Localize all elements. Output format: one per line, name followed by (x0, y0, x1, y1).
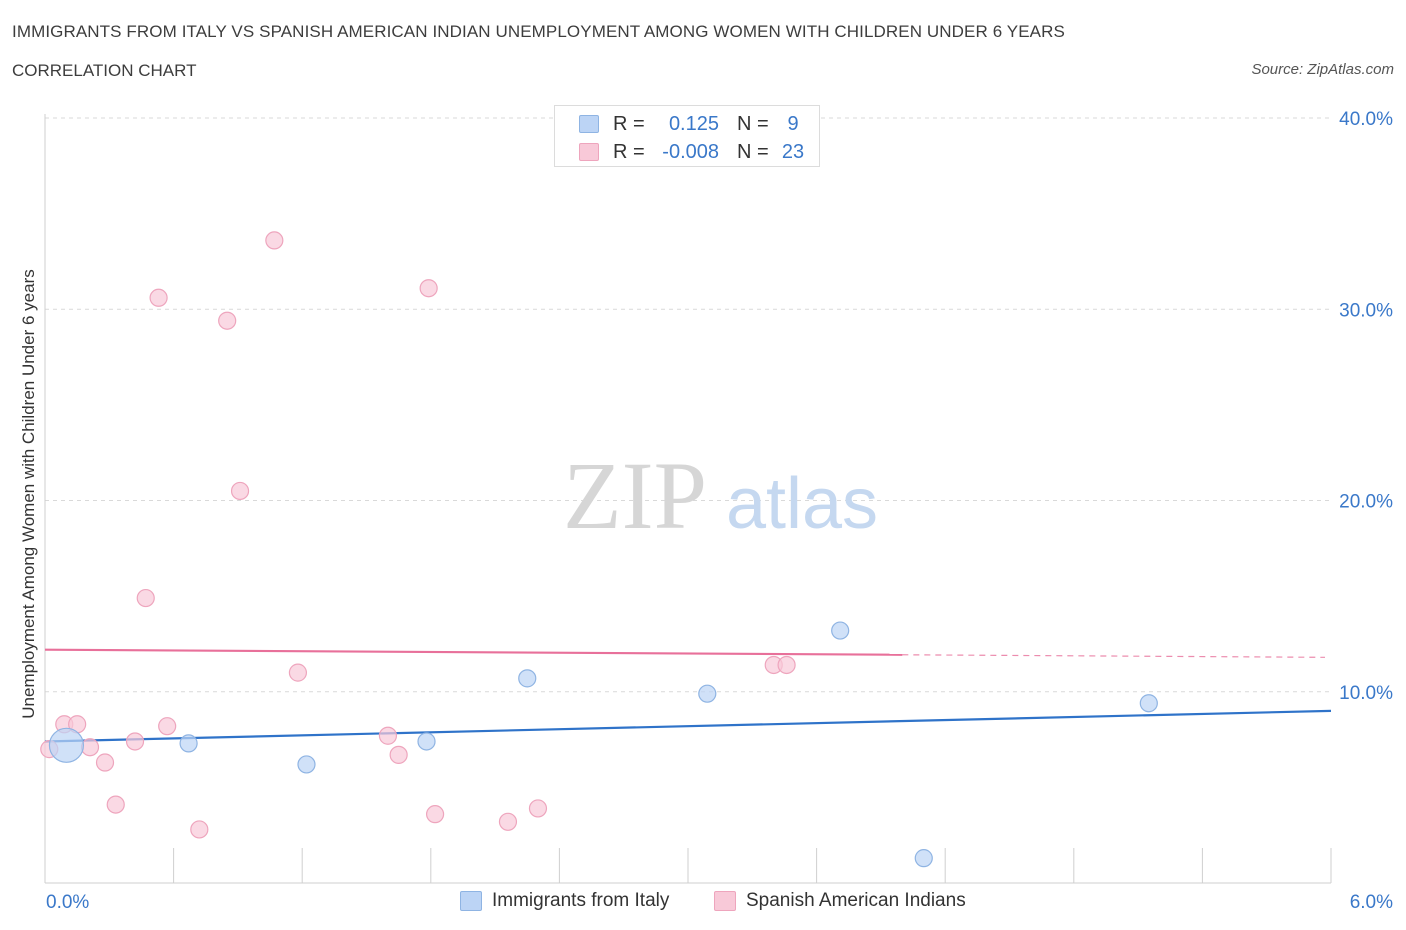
legend-r-label: R = (613, 141, 645, 163)
y-tick-label: 10.0% (1339, 683, 1393, 704)
x-tick-label: 0.0% (46, 892, 89, 913)
point-spanish-american-indians (80, 738, 100, 757)
point-spanish-american-indians (288, 663, 308, 682)
legend-swatch-pink (579, 143, 599, 161)
legend-r-value: -0.008 (662, 141, 719, 163)
x-tick-label: 6.0% (1350, 892, 1393, 913)
point-spanish-american-indians (158, 717, 177, 736)
point-spanish-american-indians (218, 311, 237, 330)
legend-series-name: Immigrants from Italy (492, 890, 670, 911)
legend-swatch-blue (460, 891, 482, 911)
point-spanish-american-indians (425, 805, 445, 824)
y-tick-label: 20.0% (1339, 492, 1393, 513)
legend-n-label: N = (737, 141, 769, 163)
point-italy (417, 732, 436, 751)
point-spanish-american-indians (777, 655, 796, 675)
point-italy (698, 684, 717, 703)
grid-lines (45, 117, 1331, 693)
point-spanish-american-indians (528, 799, 548, 818)
y-axis-label: Unemployment Among Women with Children U… (19, 269, 38, 718)
legend-n-value: 23 (781, 141, 805, 163)
data-points (40, 231, 1158, 868)
legend-series-name: Spanish American Indians (746, 890, 966, 911)
source-credit: Source: ZipAtlas.com (1251, 61, 1394, 78)
trend-line-italy (44, 709, 1332, 743)
legend-n-value: 9 (787, 113, 799, 135)
point-spanish-american-indians (95, 753, 115, 772)
point-spanish-american-indians (125, 732, 145, 751)
watermark-zip: ZIP (563, 442, 707, 549)
y-tick-label: 40.0% (1339, 109, 1393, 130)
legend-r-label: R = (613, 113, 645, 135)
point-spanish-american-indians (136, 588, 155, 608)
point-spanish-american-indians (389, 745, 408, 764)
point-spanish-american-indians (230, 481, 250, 501)
trend-lines (44, 648, 1332, 743)
point-italy (179, 734, 198, 753)
point-italy (48, 727, 85, 763)
point-spanish-american-indians (190, 820, 209, 839)
legend-n-label: N = (737, 113, 769, 135)
y-tick-label: 30.0% (1339, 300, 1393, 321)
watermark-atlas: atlas (726, 464, 878, 544)
stats-legend: R = 0.125 N = 9 R = -0.008 N = 23 (554, 105, 820, 167)
watermark: ZIP atlas (563, 442, 878, 549)
point-italy (518, 669, 537, 688)
point-spanish-american-indians (498, 812, 518, 831)
chart-title: IMMIGRANTS FROM ITALY VS SPANISH AMERICA… (12, 22, 1065, 41)
chart-subtitle: CORRELATION CHART (12, 61, 197, 80)
tick-labels: 10.0% 20.0% 30.0% 40.0% 0.0% 6.0% (46, 109, 1393, 913)
point-spanish-american-indians (149, 288, 168, 307)
point-italy (1139, 694, 1158, 713)
point-italy (297, 755, 316, 774)
point-spanish-american-indians (106, 795, 125, 814)
legend-swatch-pink (714, 891, 736, 911)
trend-line-extrapolated (902, 654, 1326, 658)
point-italy (831, 621, 850, 640)
point-spanish-american-indians (265, 231, 284, 250)
point-spanish-american-indians (419, 279, 438, 298)
legend-r-value: 0.125 (668, 113, 719, 135)
legend-swatch-blue (579, 115, 599, 133)
point-italy (914, 849, 933, 868)
point-spanish-american-indians (378, 726, 398, 745)
series-legend: Immigrants from Italy Spanish American I… (0, 888, 1406, 916)
trend-line-spanish-american-indians (44, 648, 903, 656)
